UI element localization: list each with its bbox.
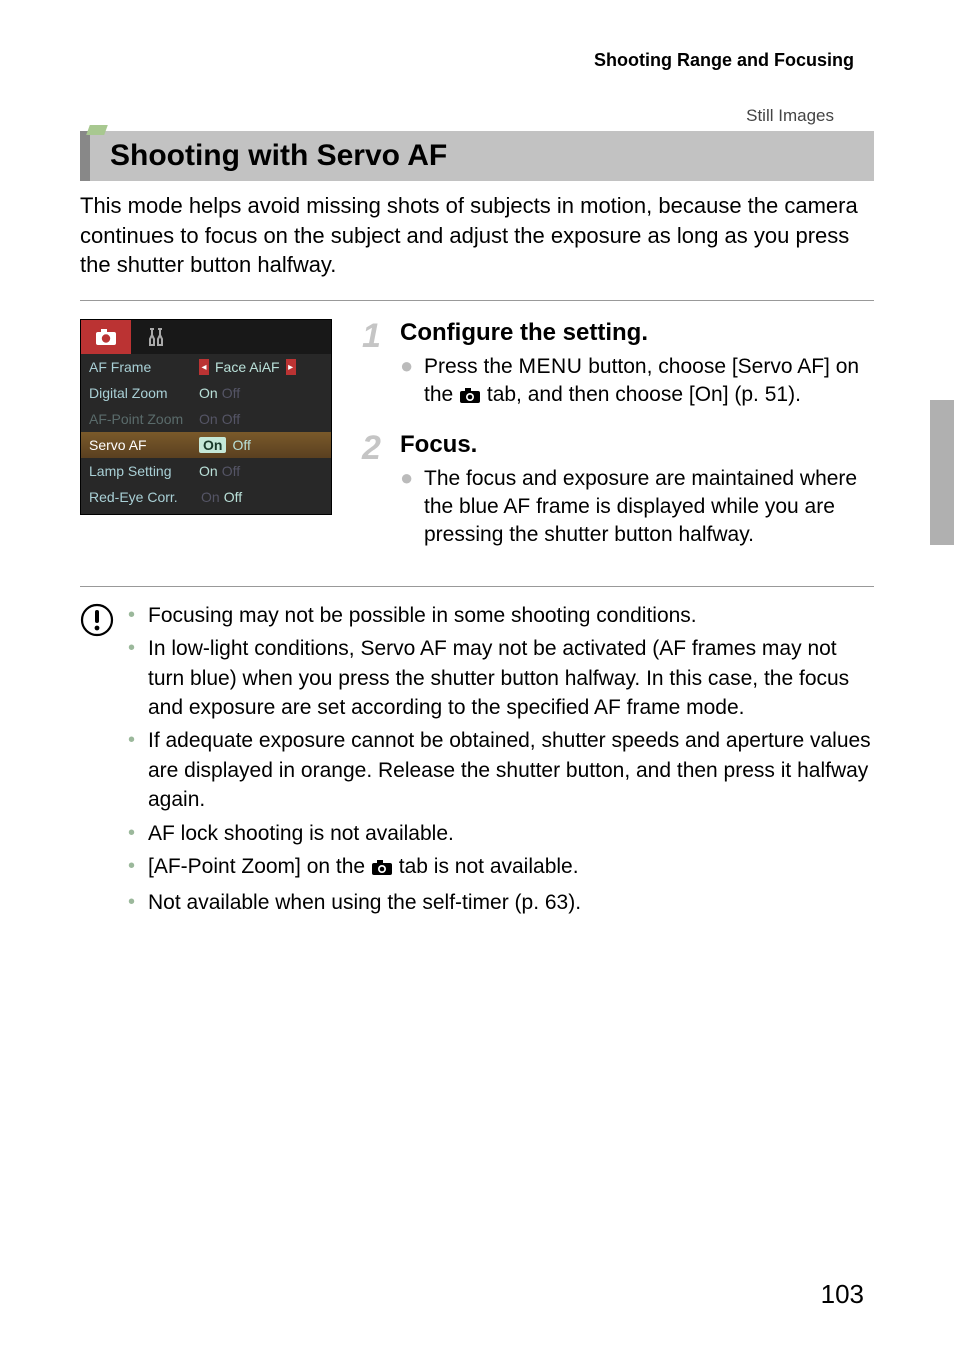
- menu-row-label: Servo AF: [89, 437, 199, 453]
- menu-row-label: Lamp Setting: [89, 463, 199, 479]
- warning-item: • AF lock shooting is not available.: [128, 819, 874, 848]
- menu-row: AF-Point ZoomOn Off: [81, 406, 331, 432]
- camera-tab-icon: [81, 320, 131, 354]
- step: 2 Focus. ● The focus and exposure are ma…: [362, 431, 874, 558]
- divider: [80, 300, 874, 301]
- warning-item: • [AF-Point Zoom] on the tab is not avail…: [128, 852, 874, 884]
- divider: [80, 586, 874, 587]
- warning-text: If adequate exposure cannot be obtained,…: [148, 726, 874, 814]
- warning-icon: [80, 603, 114, 637]
- warning-text: [AF-Point Zoom] on the tab is not availa…: [148, 852, 579, 884]
- menu-button-glyph: MENU: [519, 355, 583, 378]
- tools-tab-icon: [131, 320, 181, 354]
- steps-column: 1 Configure the setting. ● Press the MEN…: [362, 319, 874, 568]
- warning-item: •In low-light conditions, Servo AF may n…: [128, 634, 874, 722]
- step-number: 1: [362, 319, 386, 421]
- camera-menu-panel: AF Frame◂ Face AiAF ▸Digital ZoomOn OffA…: [80, 319, 332, 515]
- menu-row: Servo AFOn Off: [81, 432, 331, 458]
- bullet-icon: •: [128, 601, 138, 630]
- menu-row-value: On Off: [199, 437, 255, 453]
- step-number: 2: [362, 431, 386, 558]
- bullet-icon: •: [128, 819, 138, 848]
- step-bullet: ● The focus and exposure are maintained …: [400, 465, 874, 550]
- warning-item: • Not available when using the self-timer…: [128, 888, 874, 917]
- warning-text: In low-light conditions, Servo AF may no…: [148, 634, 874, 722]
- menu-row-label: Digital Zoom: [89, 385, 199, 401]
- menu-row-value: On Off: [199, 463, 242, 479]
- arrow-left-icon: ◂: [199, 359, 209, 375]
- arrow-right-icon: ▸: [286, 359, 296, 375]
- section-title: Shooting with Servo AF: [110, 139, 447, 172]
- breadcrumb: Shooting Range and Focusing: [80, 50, 874, 71]
- step: 1 Configure the setting. ● Press the MEN…: [362, 319, 874, 421]
- side-tab: [930, 400, 954, 545]
- menu-row-value: On Off: [199, 385, 242, 401]
- warning-text: Focusing may not be possible in some sho…: [148, 601, 697, 630]
- menu-row-label: Red-Eye Corr.: [89, 489, 199, 505]
- step-text: Press the MENU button, choose [Servo AF]…: [424, 353, 874, 413]
- menu-row: AF Frame◂ Face AiAF ▸: [81, 354, 331, 380]
- bullet-icon: •: [128, 852, 138, 884]
- bullet-icon: •: [128, 726, 138, 814]
- step-title: Configure the setting.: [400, 319, 874, 347]
- menu-row: Red-Eye Corr.On Off: [81, 484, 331, 510]
- warning-text: Not available when using the self-timer …: [148, 888, 581, 917]
- warning-item: • Focusing may not be possible in some sh…: [128, 601, 874, 630]
- menu-row-label: AF-Point Zoom: [89, 411, 199, 427]
- step-text: The focus and exposure are maintained wh…: [424, 465, 874, 550]
- step-title: Focus.: [400, 431, 874, 459]
- bullet-icon: •: [128, 888, 138, 917]
- camera-icon: [459, 384, 481, 412]
- menu-row: Lamp SettingOn Off: [81, 458, 331, 484]
- bullet-icon: ●: [400, 465, 414, 550]
- section-title-bar: Shooting with Servo AF: [80, 131, 874, 181]
- menu-row-label: AF Frame: [89, 359, 199, 375]
- menu-row-value: On Off: [199, 411, 242, 427]
- warning-text: AF lock shooting is not available.: [148, 819, 454, 848]
- menu-row-value: On Off: [199, 489, 242, 505]
- camera-icon: [371, 855, 393, 884]
- menu-tabs: [81, 320, 331, 354]
- bullet-icon: ●: [400, 353, 414, 413]
- intro-paragraph: This mode helps avoid missing shots of s…: [80, 191, 874, 280]
- warning-block: • Focusing may not be possible in some sh…: [80, 601, 874, 922]
- page-number: 103: [821, 1279, 864, 1310]
- menu-row: Digital ZoomOn Off: [81, 380, 331, 406]
- bullet-icon: •: [128, 634, 138, 722]
- step-bullet: ● Press the MENU button, choose [Servo A…: [400, 353, 874, 413]
- menu-row-value: Face AiAF: [209, 359, 286, 375]
- warning-item: •If adequate exposure cannot be obtained…: [128, 726, 874, 814]
- category-tag: Still Images: [80, 106, 874, 126]
